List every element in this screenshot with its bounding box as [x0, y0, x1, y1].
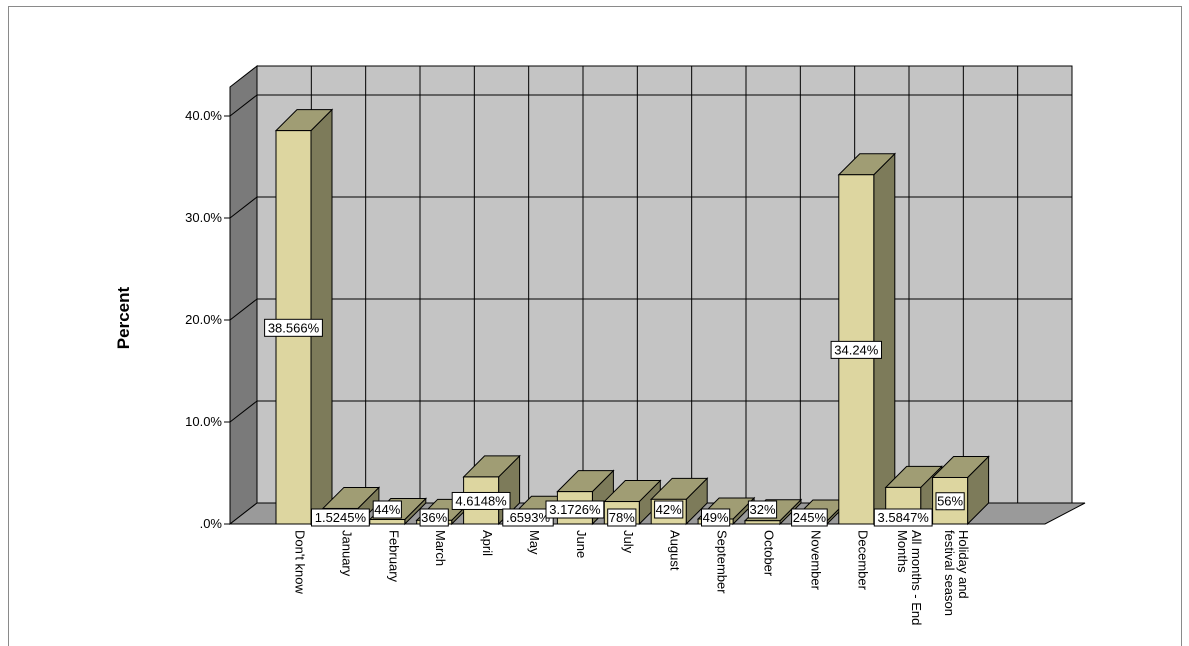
side-wall	[229, 64, 258, 526]
svg-text:4.6148%: 4.6148%	[455, 493, 507, 508]
svg-text:1.5245%: 1.5245%	[315, 510, 367, 525]
y-tick-label: 30.0%	[185, 210, 222, 225]
y-tick-label: 40.0%	[185, 108, 222, 123]
gridline-side	[229, 298, 258, 321]
y-tick-label: 20.0%	[185, 312, 222, 327]
data-label: 78%	[607, 508, 637, 527]
svg-text:42%: 42%	[656, 502, 682, 517]
svg-text:49%: 49%	[703, 510, 729, 525]
svg-text:56%: 56%	[937, 494, 963, 509]
y-axis-label: Percent	[114, 286, 133, 349]
back-wall	[256, 65, 1073, 504]
gridline-side	[229, 94, 258, 117]
data-label: 34.24%	[830, 340, 882, 359]
x-tick-label: December	[855, 530, 870, 591]
y-axis-ticks: .0% 10.0% 20.0% 30.0% 40.0%	[185, 108, 230, 531]
data-label: 56%	[935, 492, 965, 511]
bar	[837, 152, 897, 526]
y-tick-label: 10.0%	[185, 414, 222, 429]
x-tick-label: April	[480, 530, 495, 556]
svg-text:78%: 78%	[609, 510, 635, 525]
data-label: 36%	[419, 508, 449, 527]
data-labels: 38.566% 1.5245% 44% 36% 4.6148% .6593%3.1726%…	[264, 318, 965, 527]
data-label: 1.5245%	[311, 508, 370, 527]
x-tick-label: September	[715, 530, 730, 594]
svg-text:34.24%: 34.24%	[834, 342, 879, 357]
svg-text:3.5847%: 3.5847%	[878, 510, 930, 525]
data-label: 3.1726%	[545, 500, 605, 519]
x-tick-label: February	[386, 530, 401, 583]
data-label: 32%	[747, 500, 778, 519]
data-label: 49%	[701, 508, 731, 527]
svg-text:3.1726%: 3.1726%	[549, 502, 601, 517]
x-tick-label: Holiday and	[956, 530, 971, 599]
bar	[274, 108, 334, 526]
x-tick-label: July	[621, 530, 636, 554]
data-label: 44%	[372, 500, 402, 519]
x-tick-label: January	[339, 530, 354, 577]
svg-text:32%: 32%	[749, 502, 775, 517]
svg-text:245%: 245%	[793, 510, 827, 525]
gridline-side	[229, 400, 258, 423]
svg-text:44%: 44%	[374, 502, 400, 517]
y-tick-label: .0%	[200, 516, 223, 531]
x-tick-label: November	[808, 530, 823, 591]
x-tick-label: festival season	[942, 530, 957, 616]
svg-text:36%: 36%	[421, 510, 447, 525]
chart-walls	[228, 64, 1086, 526]
data-label: 245%	[791, 508, 828, 527]
data-label: 38.566%	[264, 318, 323, 337]
x-axis-ticks: Don't know January February March April May Ju…	[293, 530, 972, 625]
data-label: 42%	[654, 500, 684, 519]
x-tick-label: Months	[895, 530, 910, 573]
x-tick-label: October	[762, 530, 777, 577]
x-tick-label: All months - End	[909, 530, 924, 625]
x-tick-label: June	[574, 530, 589, 558]
data-label: 3.5847%	[873, 508, 933, 527]
gridline-side	[229, 196, 258, 219]
x-tick-label: May	[527, 530, 542, 555]
x-tick-label: March	[433, 530, 448, 566]
x-tick-label: Don't know	[293, 530, 308, 595]
chart-frame	[8, 6, 1182, 646]
x-tick-label: August	[668, 530, 683, 571]
data-label: 4.6148%	[451, 491, 511, 510]
svg-text:38.566%: 38.566%	[268, 320, 320, 335]
svg-text:.6593%: .6593%	[506, 510, 551, 525]
